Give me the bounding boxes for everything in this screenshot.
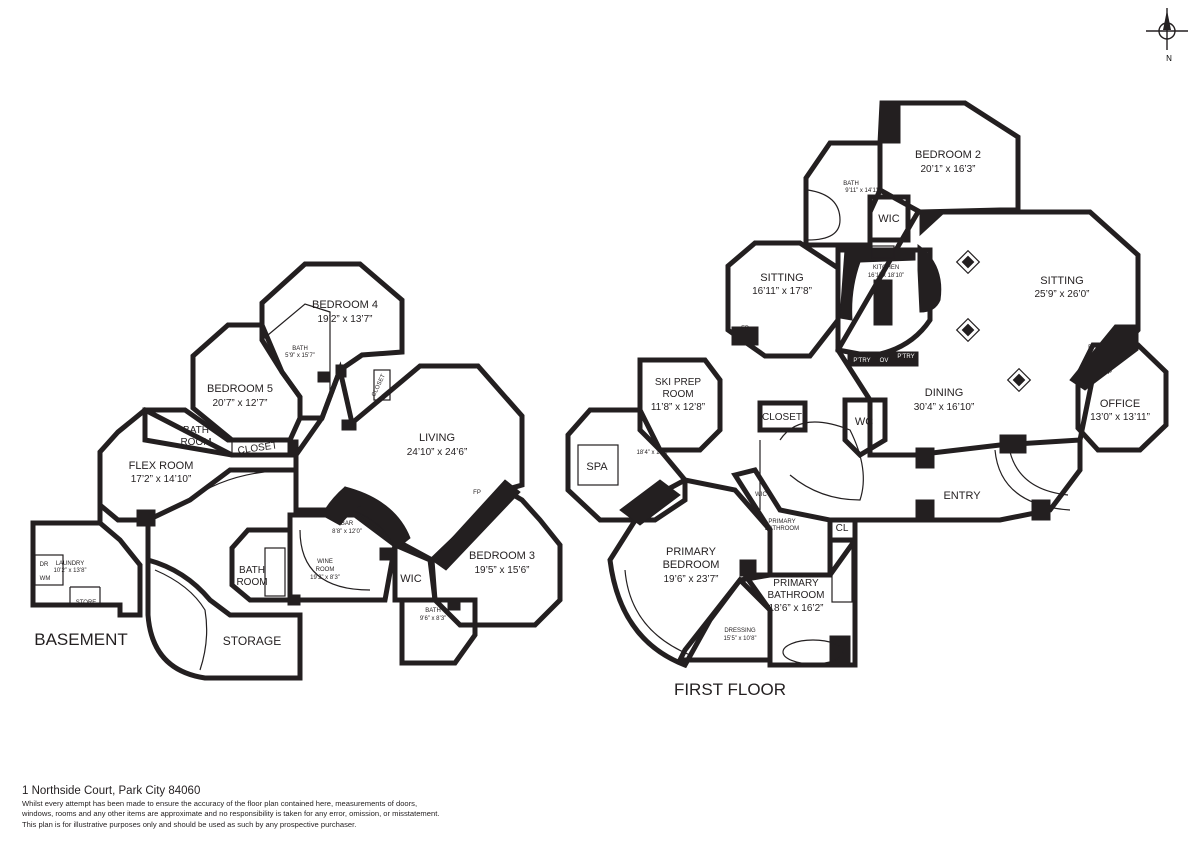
bedroom4-dims: 19’2” x 13’7” xyxy=(317,314,372,325)
laundry-dims: 10’2” x 13’8” xyxy=(53,568,86,574)
fireplace-sitting: FP xyxy=(1088,345,1096,351)
wic-ff-name: WIC xyxy=(755,492,767,498)
wine-room-name1: WINE xyxy=(317,559,333,565)
footer: 1 Northside Court, Park City 84060 Whils… xyxy=(22,785,542,830)
bedroom2-name: BEDROOM 2 xyxy=(915,149,981,161)
dressing-dims: 15’5” x 10’8” xyxy=(723,636,756,642)
oven-name: OV xyxy=(880,358,889,364)
primary-bath-small-name1: PRIMARY xyxy=(768,519,795,525)
disclaimer-line-1: Whilst every attempt has been made to en… xyxy=(22,799,418,808)
primary-bath-small-name2: BATHROOM xyxy=(765,526,799,532)
bedroom3-name: BEDROOM 3 xyxy=(469,550,535,562)
wic-b-name: WIC xyxy=(400,573,421,585)
kitchen-dims: 16’1” x 18’10” xyxy=(868,273,904,279)
bedroom5-name: BEDROOM 5 xyxy=(207,383,273,395)
laundry-wm: WM xyxy=(40,576,51,582)
property-address: 1 Northside Court, Park City 84060 xyxy=(22,785,201,797)
spa-name: SPA xyxy=(586,461,608,473)
flex-room-name: FLEX ROOM xyxy=(129,460,194,472)
flex-room-dims: 17’2” x 14’10” xyxy=(131,474,192,485)
living-dims: 24’10” x 24’6” xyxy=(407,447,468,458)
bath-b2-dims: 9’11” x 14’11” xyxy=(845,188,880,194)
storage-name: STORAGE xyxy=(223,634,281,648)
primary-bedroom-name1: PRIMARY xyxy=(666,546,717,558)
bath-b2-name: BATH xyxy=(843,181,859,187)
laundry-name: LAUNDRY xyxy=(56,561,85,567)
first-floor-walls xyxy=(565,100,1169,669)
first-floor-title: FIRST FLOOR xyxy=(674,680,786,699)
sitting1-dims: 16’11” x 17’8” xyxy=(752,286,812,297)
bar-dims: 8’8” x 12’0” xyxy=(332,529,362,535)
primary-bathroom-name2: BATHROOM xyxy=(767,590,824,601)
cl-name: CL xyxy=(836,523,849,534)
basement-fixtures xyxy=(34,364,521,611)
bedroom3-dims: 19’5” x 15’6” xyxy=(474,565,529,576)
skiprep-dims: 11’8” x 12’8” xyxy=(651,402,705,413)
bath-b4-name: BATH xyxy=(292,346,308,352)
dressing-name: DRESSING xyxy=(724,628,756,634)
bath-b3-name: BATH xyxy=(425,608,441,614)
bathroom-b-name1: BATH xyxy=(239,565,265,576)
bath-room-name2: ROOM xyxy=(180,437,211,448)
bar-name: BAR xyxy=(341,521,354,527)
fireplace-ski: FP xyxy=(741,326,749,332)
bedroom2-dims: 20’1” x 16’3” xyxy=(920,164,975,175)
disclaimer-line-3: This plan is for illustrative purposes o… xyxy=(22,819,357,829)
living-name: LIVING xyxy=(419,432,455,444)
dining-dims: 30’4” x 16’10” xyxy=(914,402,975,413)
bath-b4-dims: 5’9” x 15’7” xyxy=(285,353,315,359)
bedroom5-dims: 20’7” x 12’7” xyxy=(212,398,267,409)
first-floor-fixtures xyxy=(577,102,1139,667)
office-dims: 13’0” x 13’11” xyxy=(1090,412,1150,423)
closet-ff-name: CLOSET xyxy=(762,412,802,423)
compass: N xyxy=(1146,8,1188,63)
basement-walls xyxy=(30,261,563,681)
wc-name: WC xyxy=(855,416,873,428)
office-name: OFFICE xyxy=(1100,398,1140,410)
kitchen-name: KITCHEN xyxy=(873,265,899,271)
pantry2-name: P’TRY xyxy=(897,354,914,360)
primary-bathroom-name1: PRIMARY xyxy=(773,578,819,589)
sitting1-name: SITTING xyxy=(760,272,803,284)
primary-bedroom-dims: 19’6” x 23’7” xyxy=(663,574,718,585)
wine-room-name2: ROOM xyxy=(316,567,335,573)
bathroom-b-name2: ROOM xyxy=(236,577,267,588)
spa-dims: 18’4” x 16’3” xyxy=(636,450,669,456)
pantry1-name: P’TRY xyxy=(853,358,870,364)
store-name: STORE xyxy=(76,600,97,606)
bedroom4-name: BEDROOM 4 xyxy=(312,299,378,311)
sitting2-name: SITTING xyxy=(1040,275,1083,287)
fireplace-office: FP xyxy=(1104,370,1112,376)
disclaimer-line-2: windows, rooms and any other items are a… xyxy=(22,809,440,819)
bath-b3-dims: 9’6” x 8’3” xyxy=(420,616,446,622)
laundry-dr: DR xyxy=(40,562,49,568)
skiprep-name2: ROOM xyxy=(662,389,693,400)
entry-name: ENTRY xyxy=(943,490,981,502)
bath-room-name1: BATH xyxy=(183,425,209,436)
wine-room-dims: 19’2” x 8’3” xyxy=(310,575,340,581)
primary-bathroom-dims: 18’6” x 16’2” xyxy=(768,603,823,614)
wic-b2-name: WIC xyxy=(878,213,899,225)
primary-bedroom-name2: BEDROOM xyxy=(663,559,720,571)
basement-title: BASEMENT xyxy=(34,630,128,649)
skiprep-name1: SKI PREP xyxy=(655,377,701,388)
fireplace-living: FP xyxy=(473,490,481,496)
compass-north-label: N xyxy=(1166,54,1172,63)
sitting2-dims: 25’9” x 26’0” xyxy=(1034,289,1089,300)
dining-name: DINING xyxy=(925,387,964,399)
